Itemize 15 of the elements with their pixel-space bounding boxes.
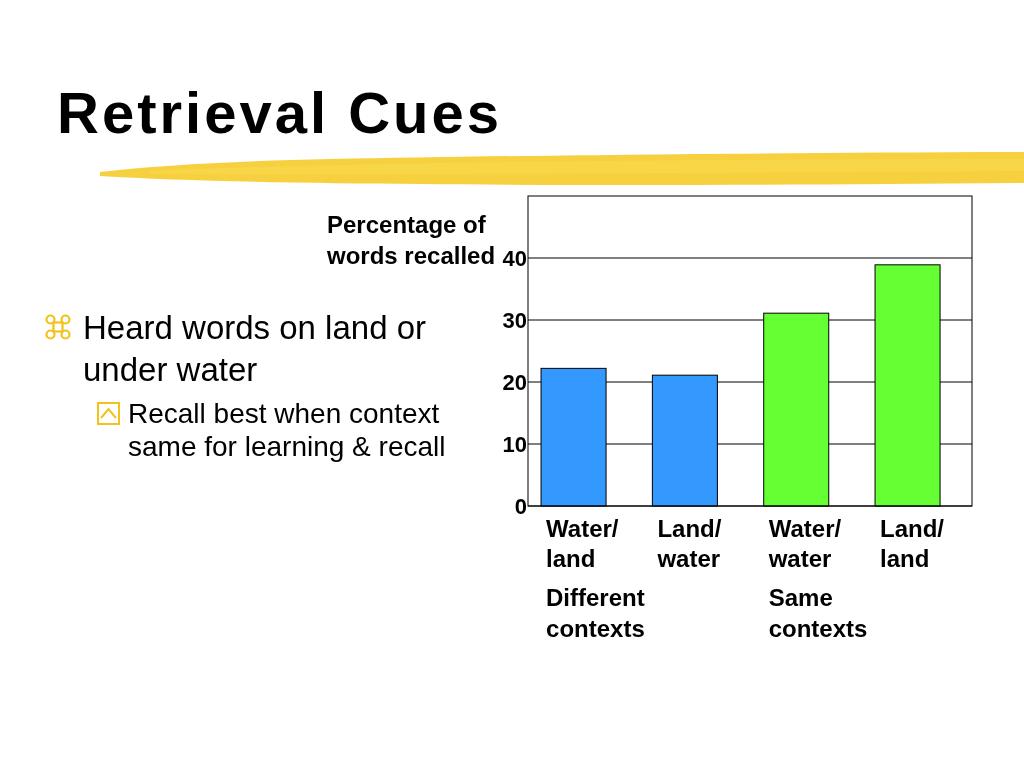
text: Different contexts [546, 584, 645, 642]
y-axis-title: Percentage of words recalled [326, 211, 496, 269]
y-tick-label: 20 [502, 369, 527, 395]
x-tick-label: Water/ water [767, 515, 842, 572]
y-tick-label: 40 [502, 245, 527, 271]
x-tick-label: Land/ water [656, 515, 722, 572]
y-tick-label: 10 [502, 431, 527, 457]
x-tick-label: Land/ land [880, 515, 945, 572]
text: Heard words on land or under water [83, 309, 427, 388]
y-tick-label: 0 [514, 493, 527, 519]
text: Recall best when context same for learning & recall [128, 398, 446, 462]
chart-title: Retrieval Cues [57, 80, 502, 145]
text: Same contexts [768, 584, 868, 642]
x-tick-label: Water/ land [546, 515, 619, 572]
y-tick-label: 30 [502, 307, 527, 333]
